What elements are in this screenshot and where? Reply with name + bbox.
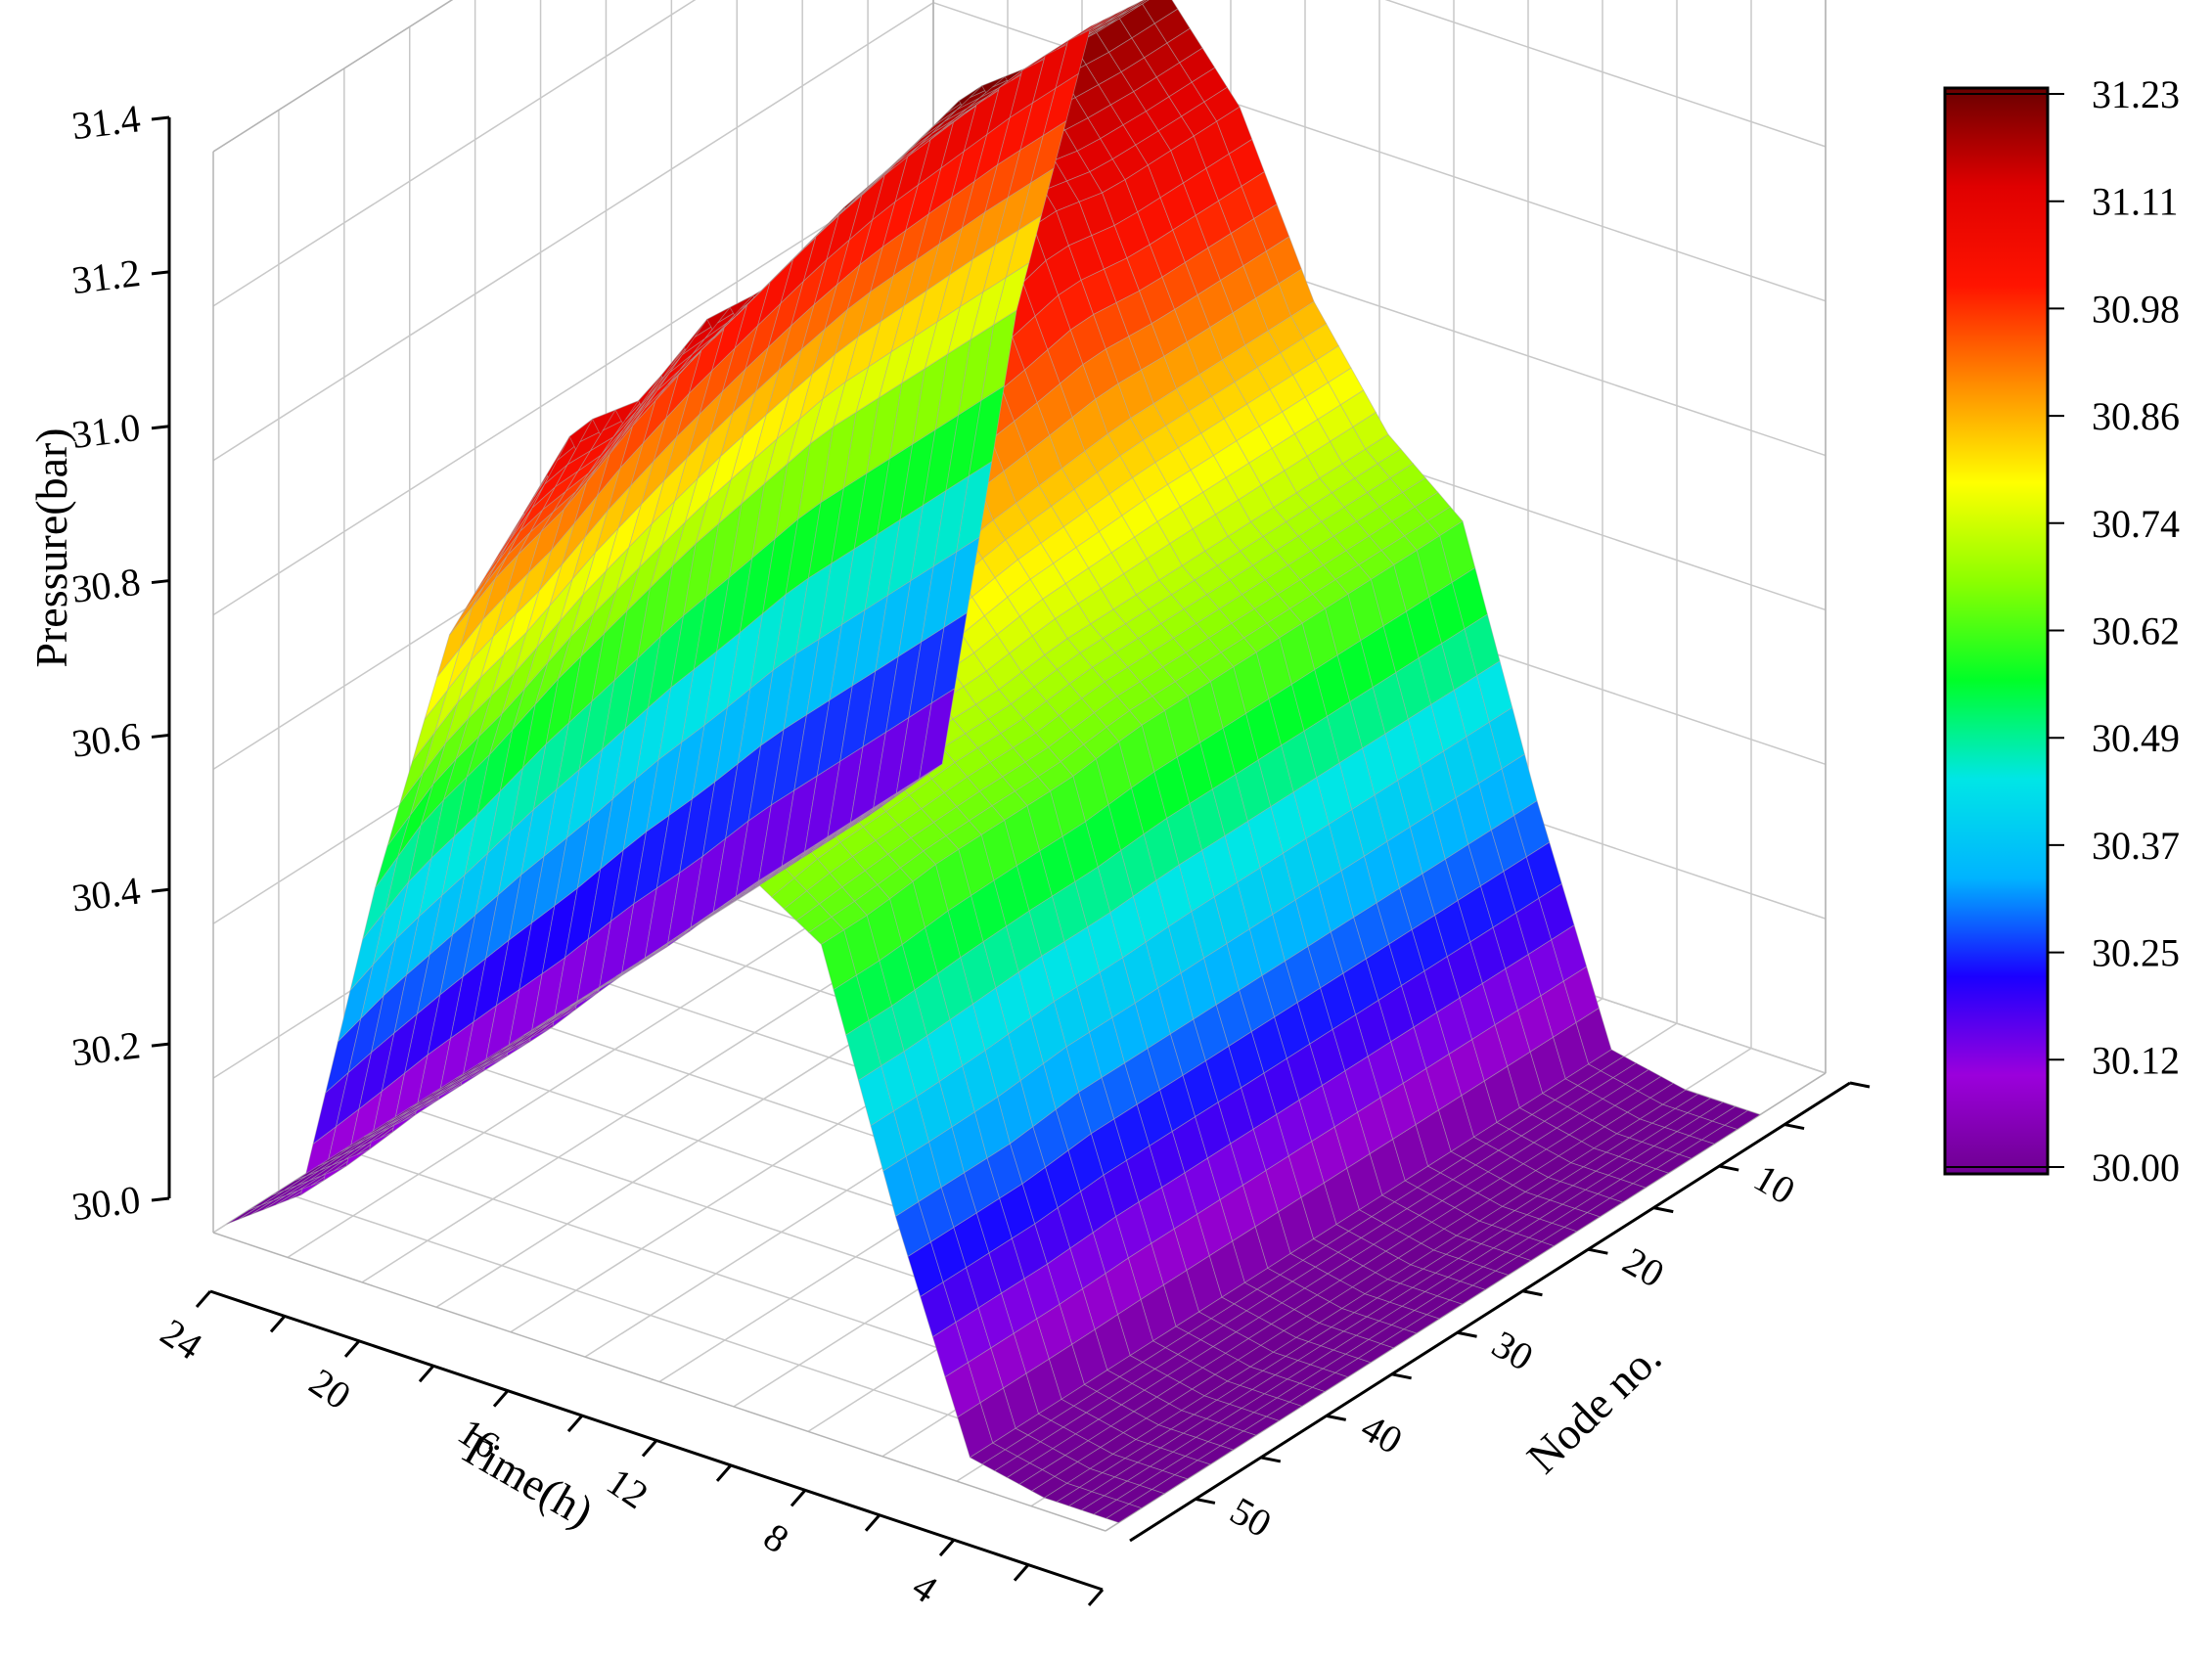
z-tick-label: 31.2 [69,250,143,302]
node-tick [1522,1289,1543,1297]
box-edge [212,1232,1106,1532]
z-tick-label: 30.8 [69,560,143,611]
z-axis-title: Pressure(bar) [26,427,76,667]
box-edge [212,0,454,153]
node-tick [1457,1330,1477,1338]
colorbar-label: 30.37 [2092,824,2180,868]
colorbar-labels: 31.23 31.11 30.98 30.86 30.74 30.62 30.49 30.37… [2048,72,2180,1190]
node-tick [1195,1497,1216,1505]
node-tick [1849,1081,1871,1089]
time-tick [1013,1563,1030,1582]
time-tick-label: 24 [153,1310,209,1369]
node-tick [1652,1206,1674,1214]
time-tick-label: 20 [301,1360,358,1418]
time-tick [492,1389,510,1408]
time-tick [641,1439,658,1458]
time-tick [418,1365,435,1383]
time-tick [1087,1589,1105,1606]
time-tick [195,1290,212,1308]
time-tick [790,1489,807,1507]
time-tick [715,1463,733,1482]
node-tick [1391,1372,1412,1380]
z-tick [151,425,170,430]
time-axis-title: Time(h) [450,1420,602,1537]
node-tick-label: 20 [1616,1238,1672,1296]
node-axis-line [1129,1081,1851,1543]
node-tick [1326,1414,1347,1421]
colorbar-label: 30.74 [2092,502,2180,546]
z-tick [151,579,170,585]
z-tick-label: 30.0 [69,1177,143,1229]
time-tick-label: 12 [599,1459,655,1517]
surface-cell [1724,1109,1762,1130]
time-tick-label: 8 [756,1514,797,1561]
z-tick [151,1196,170,1202]
pressure-surface [226,0,1762,1523]
time-tick [343,1339,361,1358]
node-tick [1783,1123,1805,1131]
colorbar-label: 30.25 [2092,931,2180,975]
z-tick-label: 30.6 [69,714,143,766]
time-tick-label: 4 [905,1564,946,1611]
colorbar-label: 30.62 [2092,609,2180,653]
colorbar [1943,86,2050,1176]
z-tick [151,733,170,739]
colorbar-label: 31.11 [2092,180,2179,224]
z-tick [151,270,170,276]
node-tick-label: 10 [1746,1155,1802,1213]
colorbar-label: 30.12 [2092,1038,2180,1082]
colorbar-label: 30.98 [2092,287,2180,331]
node-axis-title: Node no. [1517,1332,1671,1483]
z-tick-label: 30.4 [69,868,143,920]
z-tick-label: 31.4 [69,96,143,148]
colorbar-label: 31.23 [2092,72,2180,116]
node-tick [1588,1247,1608,1255]
time-tick [938,1539,956,1557]
z-tick [151,115,170,121]
colorbar-label: 30.00 [2092,1146,2180,1190]
z-tick-label: 30.2 [69,1022,143,1074]
z-tick [151,1042,170,1048]
time-tick [566,1415,584,1433]
node-tick-label: 30 [1485,1322,1541,1379]
z-tick-label: 31.0 [69,405,143,457]
colorbar-label: 30.49 [2092,716,2180,760]
node-tick-label: 40 [1354,1405,1410,1462]
time-tick [269,1315,287,1333]
z-tick [151,887,170,893]
colorbar-label: 30.86 [2092,394,2180,438]
colorbar-gradient [1943,86,2050,1176]
node-tick [1260,1456,1282,1463]
node-tick-label: 50 [1223,1488,1279,1546]
time-tick [864,1513,881,1532]
node-tick [1718,1164,1739,1172]
